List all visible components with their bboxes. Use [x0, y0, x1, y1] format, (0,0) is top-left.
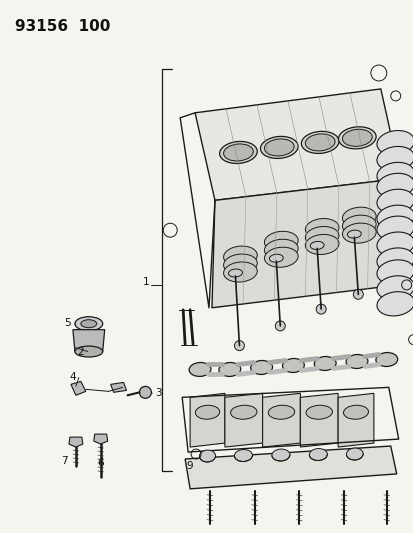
Ellipse shape [223, 144, 253, 161]
Circle shape [275, 321, 285, 331]
Ellipse shape [219, 141, 256, 164]
Ellipse shape [195, 405, 219, 419]
Ellipse shape [342, 207, 375, 227]
Circle shape [316, 304, 325, 314]
Polygon shape [110, 382, 126, 392]
Ellipse shape [376, 276, 413, 300]
Ellipse shape [189, 362, 211, 376]
Ellipse shape [264, 247, 297, 267]
Text: 9: 9 [186, 461, 193, 471]
Ellipse shape [260, 136, 297, 158]
Polygon shape [190, 393, 224, 447]
Ellipse shape [268, 405, 294, 419]
Ellipse shape [305, 405, 332, 419]
Polygon shape [211, 179, 400, 308]
Circle shape [353, 289, 362, 300]
Text: 2: 2 [77, 346, 84, 357]
Ellipse shape [309, 241, 323, 249]
Ellipse shape [375, 352, 397, 367]
Ellipse shape [376, 232, 413, 256]
Ellipse shape [376, 147, 413, 171]
Polygon shape [185, 446, 396, 489]
Ellipse shape [250, 360, 272, 375]
Ellipse shape [264, 139, 294, 156]
Ellipse shape [345, 354, 367, 368]
Ellipse shape [264, 231, 297, 252]
Ellipse shape [271, 449, 289, 461]
Ellipse shape [342, 223, 375, 243]
Ellipse shape [376, 216, 413, 240]
Ellipse shape [223, 262, 256, 282]
Polygon shape [73, 330, 104, 352]
Ellipse shape [347, 230, 361, 238]
Text: 3: 3 [154, 389, 161, 398]
Ellipse shape [282, 359, 304, 373]
Ellipse shape [376, 163, 413, 187]
Text: 1: 1 [142, 277, 149, 287]
Ellipse shape [313, 357, 335, 370]
Ellipse shape [342, 130, 371, 147]
Ellipse shape [376, 173, 413, 198]
Polygon shape [224, 393, 262, 447]
Ellipse shape [264, 239, 297, 260]
Ellipse shape [376, 248, 413, 272]
Ellipse shape [304, 134, 334, 151]
Text: 7: 7 [61, 456, 67, 466]
Polygon shape [262, 393, 300, 447]
Circle shape [139, 386, 151, 398]
Ellipse shape [376, 131, 413, 155]
Ellipse shape [376, 260, 413, 284]
Ellipse shape [304, 219, 338, 239]
Polygon shape [71, 382, 85, 395]
Ellipse shape [309, 449, 327, 461]
Ellipse shape [269, 254, 282, 262]
Ellipse shape [75, 346, 102, 357]
Text: 4: 4 [69, 373, 76, 382]
Polygon shape [337, 393, 373, 447]
Ellipse shape [376, 189, 413, 213]
Ellipse shape [346, 448, 362, 460]
Polygon shape [93, 434, 107, 444]
Ellipse shape [343, 405, 368, 419]
Ellipse shape [304, 235, 338, 254]
Polygon shape [195, 89, 400, 200]
Ellipse shape [223, 246, 256, 266]
Text: 5: 5 [64, 318, 71, 328]
Ellipse shape [338, 127, 375, 149]
Ellipse shape [234, 449, 252, 462]
Circle shape [234, 341, 244, 351]
Ellipse shape [376, 292, 413, 316]
Ellipse shape [199, 450, 215, 462]
Ellipse shape [342, 215, 375, 235]
Ellipse shape [301, 131, 338, 154]
Ellipse shape [75, 317, 102, 330]
Ellipse shape [223, 254, 256, 274]
Polygon shape [69, 437, 83, 447]
Polygon shape [300, 393, 337, 447]
Text: 6: 6 [97, 458, 104, 468]
Ellipse shape [218, 362, 240, 376]
Ellipse shape [304, 227, 338, 247]
Ellipse shape [81, 320, 97, 328]
Ellipse shape [376, 205, 413, 229]
Text: 93156  100: 93156 100 [15, 19, 110, 34]
Ellipse shape [230, 405, 256, 419]
Ellipse shape [228, 269, 242, 277]
